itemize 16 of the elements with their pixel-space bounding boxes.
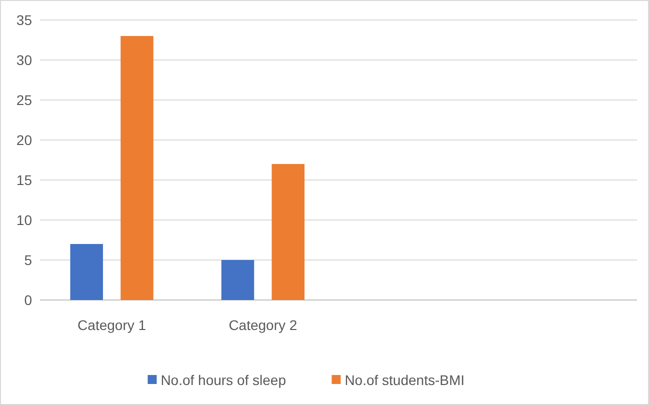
bar [221, 260, 254, 300]
y-tick-label: 20 [16, 132, 32, 148]
y-tick-label: 10 [16, 212, 32, 228]
bar [272, 164, 304, 300]
y-tick-label: 15 [16, 172, 32, 188]
legend-label: No.of hours of sleep [160, 372, 286, 388]
bar [120, 36, 154, 300]
y-tick-label: 35 [16, 12, 32, 28]
x-tick-label: Category 1 [78, 317, 146, 333]
y-tick-label: 25 [16, 92, 32, 108]
x-tick-label: Category 2 [228, 317, 298, 333]
y-tick-label: 0 [24, 292, 32, 308]
y-tick-label: 30 [16, 52, 32, 68]
y-tick-label: 5 [24, 252, 32, 268]
bar [70, 244, 103, 300]
legend-label: No.of students-BMI [344, 372, 465, 388]
